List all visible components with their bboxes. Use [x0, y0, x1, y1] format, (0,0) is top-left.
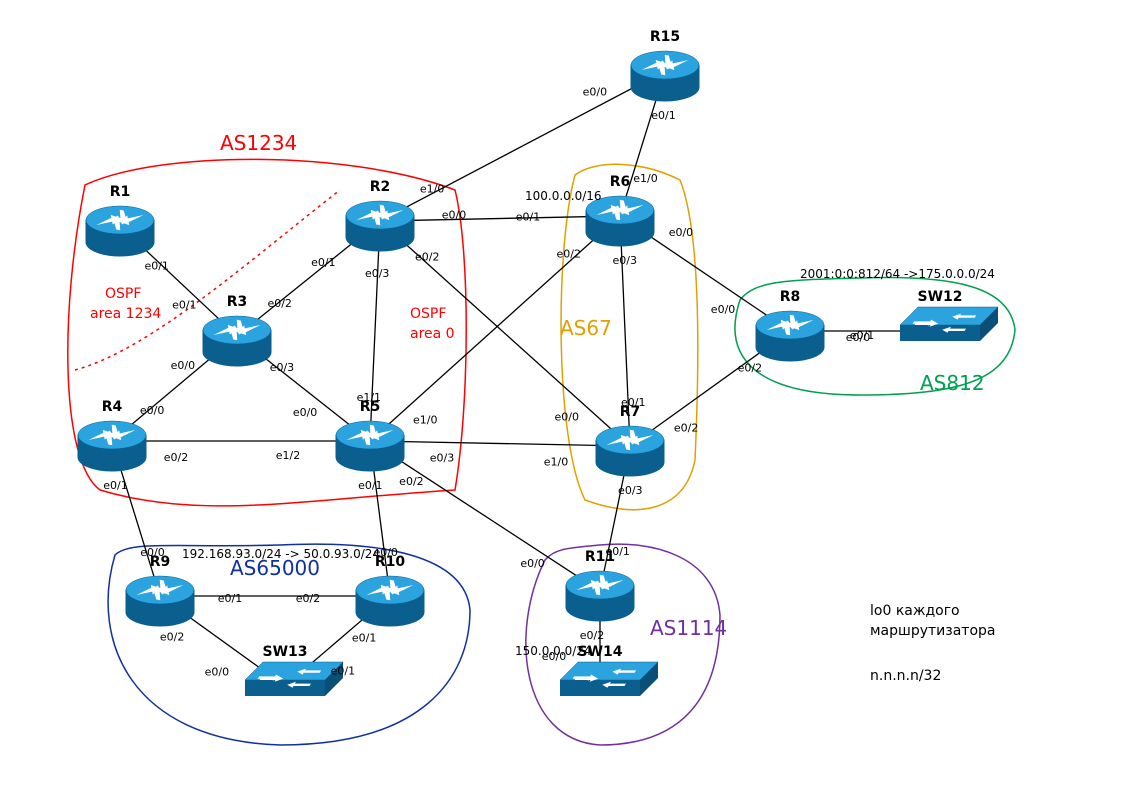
label-note3: n.n.n.n/32 — [870, 668, 941, 684]
port-R2-R15-b: e0/0 — [583, 86, 607, 99]
port-R3-R5-a: e0/3 — [270, 361, 294, 374]
area-label-AS1234: AS1234 — [220, 131, 297, 155]
port-R2-R5-a: e0/3 — [365, 267, 389, 280]
label-net192: 192.168.93.0/24 -> 50.0.93.0/24 — [182, 547, 380, 561]
port-R5-R11-b: e0/0 — [520, 557, 544, 570]
edge-R7-R8 — [650, 345, 770, 431]
port-R6-R8-b: e0/0 — [711, 303, 735, 316]
area-label-AS1114: AS1114 — [650, 616, 727, 640]
port-R5-R7-a: e0/3 — [430, 452, 454, 465]
port-R10-SW13-a: e0/1 — [352, 631, 376, 644]
port-R5-R6-a: e1/0 — [413, 413, 437, 426]
port-R2-R15-a: e1/0 — [420, 182, 444, 195]
label-ospf1234a: OSPF — [105, 286, 141, 302]
port-R3-R4-b: e0/0 — [140, 404, 164, 417]
port-R6-R15-a: e1/0 — [633, 172, 657, 185]
label-ospf0a: OSPF — [410, 306, 446, 322]
port-R7-R11-b: e0/1 — [605, 545, 629, 558]
node-label-R8: R8 — [780, 289, 801, 305]
edge-R2-R6 — [414, 217, 586, 221]
area-label-AS67: AS67 — [560, 316, 612, 340]
port-R2-R3-b: e0/2 — [267, 297, 291, 310]
port-R6-R15-b: e0/1 — [651, 109, 675, 122]
port-R2-R5-b: e1/1 — [357, 391, 381, 404]
label-net100: 100.0.0.0/16 — [525, 189, 602, 203]
port-R2-R6-b: e0/1 — [516, 211, 540, 224]
node-label-R4: R4 — [102, 399, 123, 415]
node-R10: R10 — [356, 554, 424, 626]
port-R6-R8-a: e0/0 — [669, 226, 693, 239]
label-ospf0b: area 0 — [410, 326, 455, 342]
port-R4-R9-b: e0/0 — [140, 546, 164, 559]
port-R10-SW13-b: e0/1 — [331, 665, 355, 678]
node-label-SW12: SW12 — [917, 289, 962, 305]
port-R9-R10-b: e0/2 — [296, 592, 320, 605]
port-R7-R11-a: e0/3 — [618, 484, 642, 497]
port-R11-SW14-a: e0/2 — [580, 629, 604, 642]
node-label-R15: R15 — [650, 29, 680, 45]
port-R7-R8-a: e0/2 — [674, 422, 698, 435]
node-R8: R8 — [756, 289, 824, 361]
port-R4-R9-a: e0/1 — [103, 479, 127, 492]
node-R9: R9 — [126, 554, 194, 626]
node-R1: R1 — [86, 184, 154, 256]
port-R4-R5-a: e0/2 — [164, 451, 188, 464]
port-R3-R4-a: e0/0 — [171, 359, 195, 372]
edge-R5-R7 — [404, 442, 596, 446]
port-R6-R7-b: e0/1 — [621, 396, 645, 409]
label-net150: 150.0.0.0/24 — [515, 644, 592, 658]
node-SW13: SW13 — [245, 644, 343, 696]
port-R5-R11-a: e0/2 — [399, 475, 423, 488]
port-R1-R3-b: e0/1 — [172, 298, 196, 311]
node-R11: R11 — [566, 549, 634, 621]
node-label-R3: R3 — [227, 294, 248, 310]
area-label-AS812: AS812 — [920, 371, 985, 395]
network-diagram: AS1234AS67AS812AS65000AS1114 R1R2R3R4R5R… — [0, 0, 1122, 794]
edge-R6-R8 — [641, 230, 769, 317]
port-R4-R5-b: e1/2 — [276, 449, 300, 462]
port-R8-SW12-b: e0/0 — [846, 331, 870, 344]
port-R9-SW13-b: e0/0 — [205, 665, 229, 678]
edge-R5-R11 — [391, 455, 578, 577]
label-note2: маршрутизатора — [870, 623, 995, 639]
node-R7: R7 — [596, 404, 664, 476]
port-R5-R10-a: e0/1 — [358, 479, 382, 492]
node-R3: R3 — [203, 294, 271, 366]
edge-R9-SW13 — [180, 611, 265, 672]
port-R2-R7-b: e0/0 — [555, 410, 579, 423]
label-note1: lo0 каждого — [870, 603, 960, 619]
port-R2-R3-a: e0/1 — [311, 256, 335, 269]
label-ospf1234b: area 1234 — [90, 306, 161, 322]
port-R9-R10-a: e0/1 — [218, 592, 242, 605]
node-label-R1: R1 — [110, 184, 131, 200]
node-R2: R2 — [346, 179, 414, 251]
node-R15: R15 — [631, 29, 699, 101]
port-R9-SW13-a: e0/2 — [160, 631, 184, 644]
port-R6-R7-a: e0/3 — [613, 254, 637, 267]
port-R1-R3-a: e0/1 — [144, 260, 168, 273]
port-R2-R7-a: e0/2 — [415, 251, 439, 264]
node-R4: R4 — [78, 399, 146, 471]
node-SW12: SW12 — [900, 289, 998, 341]
port-R5-R7-b: e1/0 — [544, 455, 568, 468]
port-R7-R8-b: e0/2 — [738, 361, 762, 374]
node-label-R6: R6 — [610, 174, 631, 190]
port-R2-R6-a: e0/0 — [442, 208, 466, 221]
port-R5-R6-b: e0/2 — [557, 248, 581, 261]
node-label-R2: R2 — [370, 179, 391, 195]
label-net2001: 2001:0:0:812/64 ->175.0.0.0/24 — [800, 267, 995, 281]
node-label-SW13: SW13 — [262, 644, 307, 660]
port-R3-R5-b: e0/0 — [293, 406, 317, 419]
node-R5: R5 — [336, 399, 404, 471]
